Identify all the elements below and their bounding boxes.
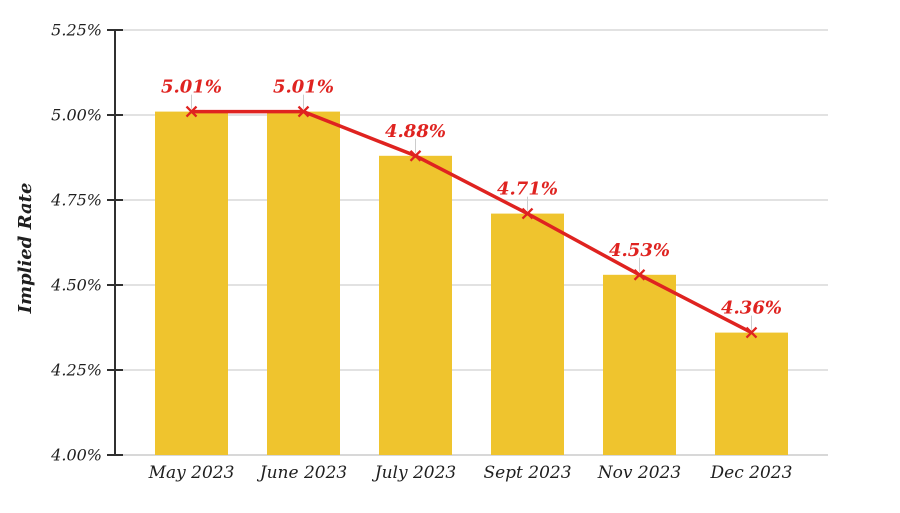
bar-sept-2023 <box>491 213 564 455</box>
data-label: 4.53% <box>609 240 670 261</box>
data-label: 4.88% <box>385 121 446 142</box>
x-tick-label: Nov 2023 <box>597 463 681 483</box>
x-marker <box>297 105 310 118</box>
y-tick-label: 4.00% <box>50 446 102 465</box>
bar-june-2023 <box>267 111 340 455</box>
data-label: 5.01% <box>273 77 334 98</box>
data-label: 5.01% <box>161 77 222 98</box>
y-tick-label: 4.50% <box>50 276 102 295</box>
y-tick-label: 4.75% <box>50 191 102 210</box>
data-label: 4.36% <box>721 298 782 319</box>
bar-series <box>155 111 788 456</box>
implied-rate-line <box>191 109 753 335</box>
y-tick-label: 4.25% <box>50 361 102 380</box>
gridlines <box>115 29 828 456</box>
x-marker <box>409 149 422 162</box>
bar-may-2023 <box>155 111 228 455</box>
y-axis <box>107 29 123 456</box>
x-tick-labels: May 2023 June 2023 July 2023 Sept 2023 Nov 2… <box>148 463 793 483</box>
y-tick-label: 5.00% <box>51 106 102 125</box>
line-series <box>191 109 753 335</box>
x-marker <box>745 326 758 339</box>
y-axis-title: Implied Rate <box>15 183 36 315</box>
y-tick-label: 5.25% <box>51 21 102 40</box>
bar-july-2023 <box>379 155 452 456</box>
y-tick-labels: 5.25% 5.00% 4.75% 4.50% 4.25% 4.00% <box>50 21 102 465</box>
x-marker <box>521 207 534 220</box>
bar-nov-2023 <box>603 274 676 455</box>
x-marker <box>633 268 646 281</box>
label-leader-lines <box>191 94 752 330</box>
x-tick-label: Dec 2023 <box>710 463 793 483</box>
bar-dec-2023 <box>715 332 788 455</box>
x-tick-label: July 2023 <box>372 463 456 483</box>
x-marker <box>185 105 198 118</box>
line-markers <box>185 105 758 339</box>
data-label: 4.71% <box>497 179 558 200</box>
x-tick-label: June 2023 <box>257 463 347 483</box>
data-labels: 5.01% 5.01% 4.88% 4.71% 4.53% 4.36% <box>161 77 782 319</box>
x-tick-label: May 2023 <box>148 463 235 483</box>
x-tick-label: Sept 2023 <box>483 463 571 483</box>
